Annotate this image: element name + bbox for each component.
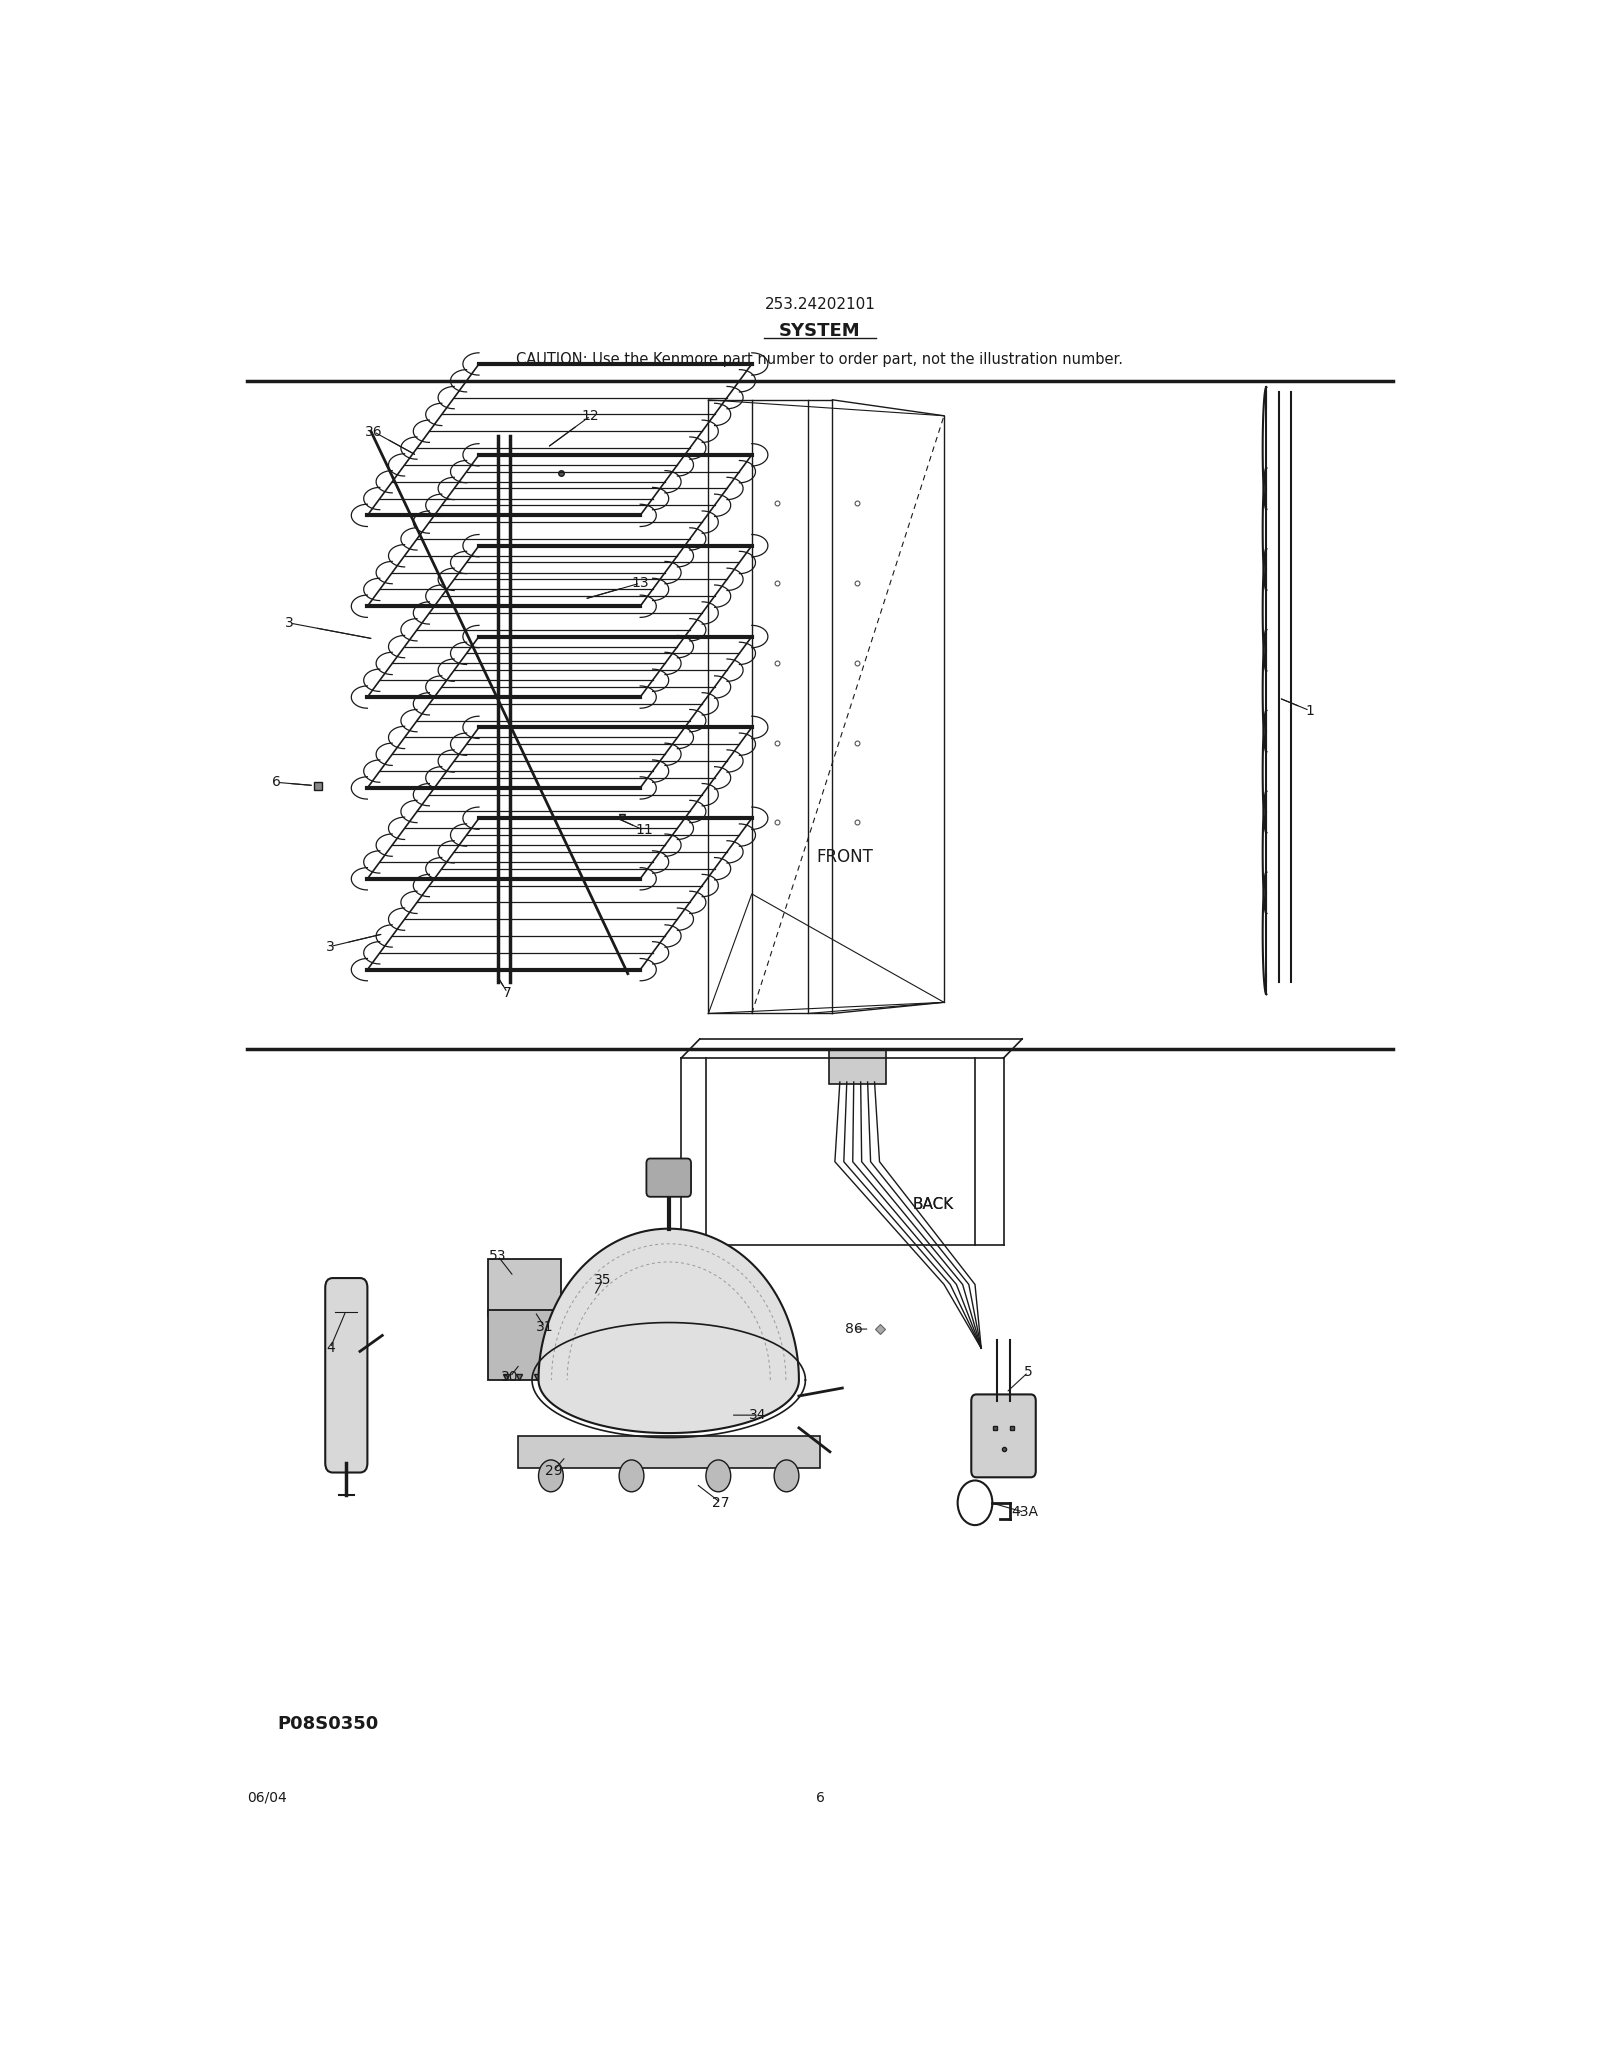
FancyBboxPatch shape (325, 1277, 368, 1472)
Text: P08S0350: P08S0350 (277, 1716, 378, 1733)
Text: 5: 5 (1024, 1364, 1032, 1379)
Text: 36: 36 (365, 424, 382, 439)
Circle shape (539, 1459, 563, 1492)
Text: FRONT: FRONT (816, 849, 874, 865)
Text: 11: 11 (635, 824, 653, 836)
FancyBboxPatch shape (488, 1310, 562, 1381)
Text: 6: 6 (272, 776, 282, 789)
Text: CAUTION: Use the Kenmore part number to order part, not the illustration number.: CAUTION: Use the Kenmore part number to … (517, 352, 1123, 368)
Text: 3: 3 (285, 617, 294, 629)
FancyBboxPatch shape (518, 1437, 819, 1468)
Text: 35: 35 (594, 1273, 611, 1288)
Circle shape (619, 1459, 643, 1492)
Text: 27: 27 (712, 1497, 730, 1509)
Text: 06/04: 06/04 (246, 1791, 286, 1805)
Text: 29: 29 (544, 1463, 562, 1478)
Text: 4: 4 (326, 1341, 334, 1356)
Text: SYSTEM: SYSTEM (779, 323, 861, 339)
Circle shape (706, 1459, 731, 1492)
Text: BACK: BACK (912, 1196, 954, 1213)
Text: 7: 7 (502, 985, 512, 1000)
Circle shape (774, 1459, 798, 1492)
FancyBboxPatch shape (646, 1159, 691, 1196)
FancyBboxPatch shape (829, 1049, 886, 1083)
Text: 86: 86 (845, 1323, 862, 1335)
Text: 43A: 43A (1011, 1505, 1038, 1519)
Text: 53: 53 (490, 1248, 506, 1263)
Text: 3: 3 (326, 940, 334, 954)
Text: 12: 12 (582, 408, 600, 422)
Text: BACK: BACK (912, 1196, 954, 1213)
Text: 31: 31 (536, 1321, 554, 1335)
Text: 6: 6 (816, 1791, 824, 1805)
Text: 253.24202101: 253.24202101 (765, 296, 875, 313)
FancyBboxPatch shape (971, 1395, 1035, 1478)
Text: 13: 13 (632, 575, 650, 590)
Polygon shape (539, 1230, 798, 1432)
Text: 1: 1 (1306, 704, 1314, 718)
Text: 34: 34 (749, 1408, 766, 1422)
FancyBboxPatch shape (488, 1259, 562, 1317)
Text: 30: 30 (501, 1370, 518, 1385)
